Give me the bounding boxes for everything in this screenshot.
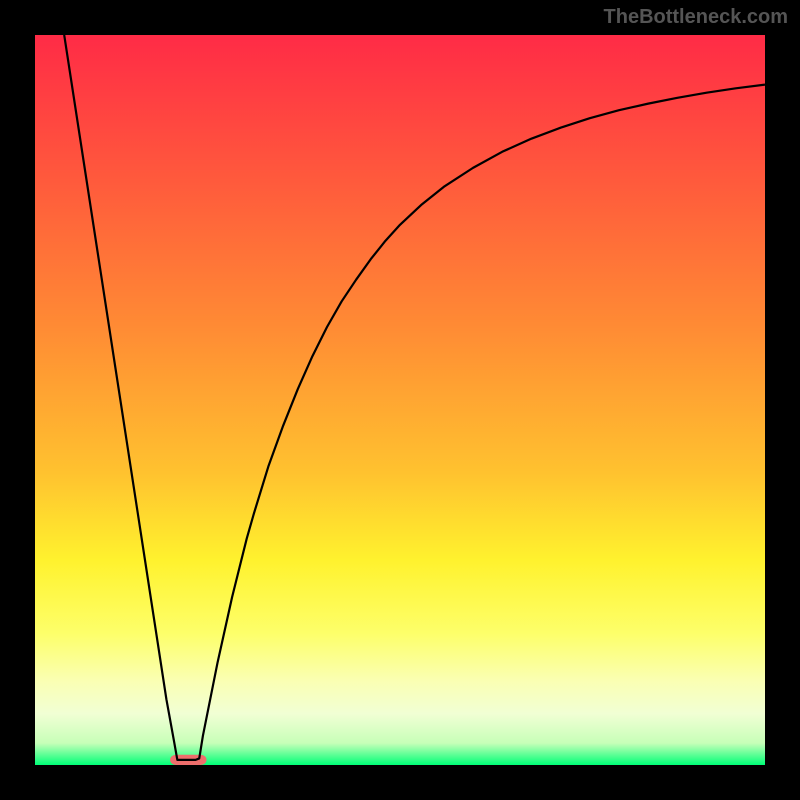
chart-svg bbox=[0, 0, 800, 800]
bottleneck-chart: TheBottleneck.com bbox=[0, 0, 800, 800]
chart-background bbox=[35, 35, 765, 765]
